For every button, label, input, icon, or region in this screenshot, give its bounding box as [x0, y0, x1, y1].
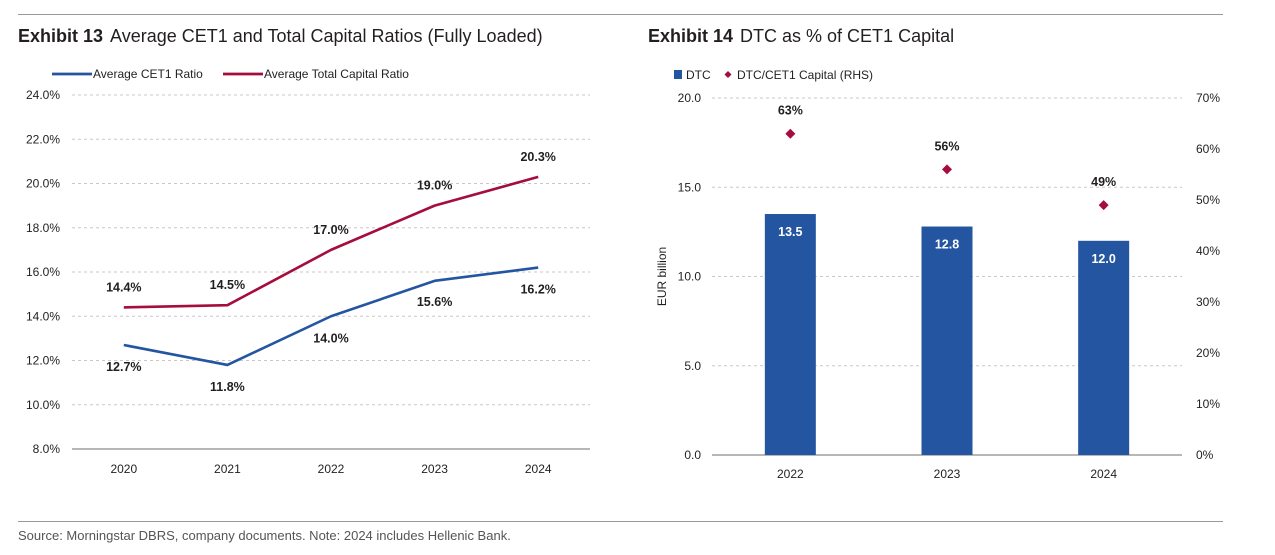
- y2-tick-label: 0%: [1196, 448, 1214, 462]
- legend-diamond-marker: [724, 71, 732, 78]
- y-tick-label: 12.0%: [26, 354, 60, 368]
- bottom-rule: [18, 521, 1223, 522]
- legend-bar-marker: [674, 70, 682, 79]
- top-rule: [18, 14, 1223, 15]
- exhibit-14-title: Exhibit 14 DTC as % of CET1 Capital: [648, 26, 954, 47]
- exhibit-14-number: Exhibit 14: [648, 26, 734, 46]
- exhibit-13-title: Exhibit 13 Average CET1 and Total Capital…: [18, 26, 543, 47]
- data-label: 20.3%: [520, 150, 555, 164]
- x-tick-label: 2022: [318, 462, 345, 476]
- bar-value-label: 13.5: [778, 225, 802, 239]
- y-tick-label: 10.0: [678, 270, 702, 284]
- y2-tick-label: 40%: [1196, 244, 1220, 258]
- y-tick-label: 22.0%: [26, 132, 60, 146]
- legend-label: Average CET1 Ratio: [93, 67, 203, 81]
- data-label: 14.4%: [106, 280, 141, 294]
- y-tick-label: 20.0: [678, 91, 702, 105]
- bar-value-label: 12.0: [1091, 252, 1115, 266]
- y-tick-label: 20.0%: [26, 177, 60, 191]
- x-tick-label: 2020: [110, 462, 137, 476]
- y-axis-title: EUR billion: [655, 247, 669, 306]
- y-tick-label: 24.0%: [26, 88, 60, 102]
- marker-value-label: 49%: [1091, 175, 1116, 189]
- bar-value-label: 12.8: [935, 238, 959, 252]
- exhibit-14-title-text: DTC as % of CET1 Capital: [740, 26, 955, 46]
- y-tick-label: 16.0%: [26, 265, 60, 279]
- y2-tick-label: 50%: [1196, 193, 1220, 207]
- data-label: 14.5%: [210, 278, 245, 292]
- data-label: 14.0%: [313, 331, 348, 345]
- y-tick-label: 8.0%: [33, 442, 61, 456]
- series-line: [123, 175, 539, 309]
- data-label: 16.2%: [520, 283, 555, 297]
- x-tick-label: 2022: [777, 467, 804, 481]
- source-note: Source: Morningstar DBRS, company docume…: [18, 528, 511, 543]
- x-tick-label: 2023: [421, 462, 448, 476]
- y2-tick-label: 70%: [1196, 91, 1220, 105]
- x-tick-label: 2021: [214, 462, 241, 476]
- y2-tick-label: 60%: [1196, 142, 1220, 156]
- marker-value-label: 56%: [934, 139, 959, 153]
- x-tick-label: 2024: [1090, 467, 1117, 481]
- y2-tick-label: 20%: [1196, 346, 1220, 360]
- data-label: 11.8%: [210, 380, 245, 394]
- bar: [764, 214, 816, 455]
- exhibit-13-title-text: Average CET1 and Total Capital Ratios (F…: [110, 26, 543, 46]
- x-tick-label: 2024: [525, 462, 552, 476]
- y-tick-label: 0.0: [684, 448, 701, 462]
- y-tick-label: 15.0: [678, 180, 702, 194]
- exhibit-13-number: Exhibit 13: [18, 26, 104, 46]
- y-tick-label: 5.0: [684, 359, 701, 373]
- data-label: 17.0%: [313, 223, 348, 237]
- data-label: 19.0%: [417, 179, 452, 193]
- marker-value-label: 63%: [778, 104, 803, 118]
- data-label: 15.6%: [417, 295, 452, 309]
- diamond-marker: [942, 164, 952, 175]
- x-tick-label: 2023: [934, 467, 961, 481]
- bar: [921, 226, 973, 455]
- data-label: 12.7%: [106, 360, 141, 374]
- y-tick-label: 14.0%: [26, 309, 60, 323]
- y2-tick-label: 10%: [1196, 397, 1220, 411]
- diamond-marker: [785, 128, 796, 139]
- legend-label: DTC/CET1 Capital (RHS): [737, 68, 873, 82]
- diamond-marker: [1098, 200, 1109, 211]
- legend-label: DTC: [686, 68, 711, 82]
- legend-label: Average Total Capital Ratio: [264, 67, 409, 81]
- series-line: [123, 266, 539, 367]
- y-tick-label: 18.0%: [26, 221, 60, 235]
- bar: [1078, 240, 1130, 455]
- y-tick-label: 10.0%: [26, 398, 60, 412]
- y2-tick-label: 30%: [1196, 295, 1220, 309]
